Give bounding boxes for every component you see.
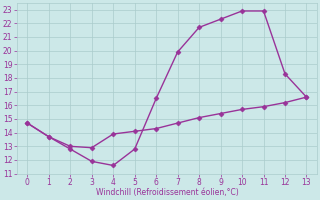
X-axis label: Windchill (Refroidissement éolien,°C): Windchill (Refroidissement éolien,°C) xyxy=(96,188,238,197)
